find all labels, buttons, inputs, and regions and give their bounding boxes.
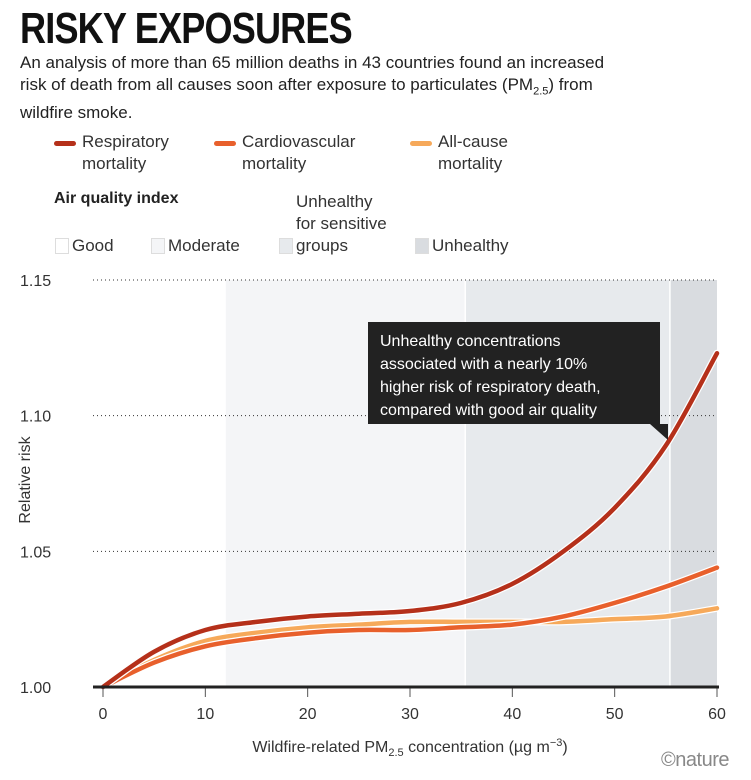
x-tick-label: 40 <box>503 706 521 723</box>
subtitle-text: An analysis of more than 65 million deat… <box>20 53 605 94</box>
x-tick-label: 20 <box>299 706 317 723</box>
series-line-respiratory-mortality <box>100 351 720 690</box>
subtitle-text-end: ) from wildfire smoke. <box>20 75 593 123</box>
annotation-line: higher risk of respiratory death, <box>380 379 601 396</box>
legend-cardiovascular: Cardiovascular mortality <box>214 131 356 175</box>
legend-swatch <box>410 141 432 146</box>
aqi-label: Unhealthy <box>432 236 509 255</box>
aqi-label: groups <box>296 236 348 255</box>
subtitle-subscript: 2.5 <box>533 85 549 98</box>
legend-label: Cardiovascular <box>242 132 356 151</box>
aqi-swatch <box>151 238 165 254</box>
annotation-line: associated with a nearly 10% <box>380 356 587 373</box>
aqi-label: Good <box>72 236 114 255</box>
y-tick-label: 1.00 <box>20 680 51 697</box>
y-tick-label: 1.10 <box>20 409 51 426</box>
legend-respiratory: Respiratory mortality <box>54 131 169 175</box>
aqi-heading: Air quality index <box>54 190 179 207</box>
aqi-usg: Unhealthy for sensitive groups <box>279 191 387 257</box>
aqi-moderate: Moderate <box>151 235 240 257</box>
x-axis-label: Wildfire-related PM2.5 concentration (µg… <box>252 737 567 759</box>
aqi-good: Good <box>55 235 114 257</box>
aqi-label: for sensitive <box>296 214 387 233</box>
aqi-label: Moderate <box>168 236 240 255</box>
annotation-pointer <box>650 424 668 440</box>
aqi-swatch <box>415 238 429 254</box>
chart-subtitle: An analysis of more than 65 million deat… <box>20 52 620 124</box>
x-tick-label: 30 <box>401 706 419 723</box>
band-unhealthy <box>669 280 717 687</box>
annotation: Unhealthy concentrations associated with… <box>368 322 668 440</box>
legend-label: Respiratory <box>82 132 169 151</box>
nature-credit: ©nature <box>661 749 729 771</box>
x-tick-label: 50 <box>606 706 624 723</box>
legend-swatch <box>54 141 76 146</box>
legend-label: mortality <box>438 154 503 173</box>
annotation-line: Unhealthy concentrations <box>380 333 561 350</box>
y-tick-label: 1.15 <box>20 273 51 290</box>
x-tick-label: 0 <box>99 706 108 723</box>
series-line-cardiovascular-mortality <box>100 565 720 690</box>
aqi-swatch <box>55 238 69 254</box>
annotation-line: compared with good air quality <box>380 402 597 419</box>
legend-label: mortality <box>82 154 147 173</box>
y-axis-label: Relative risk <box>17 435 34 523</box>
aqi-swatch <box>279 238 293 254</box>
x-tick-label: 60 <box>708 706 726 723</box>
legend-label: mortality <box>242 154 307 173</box>
aqi-label: Unhealthy <box>296 192 373 211</box>
legend-all-cause: All-cause mortality <box>410 131 508 175</box>
legend-swatch <box>214 141 236 146</box>
y-tick-label: 1.05 <box>20 544 51 561</box>
band-good <box>103 280 226 687</box>
legend-label: All-cause <box>438 132 508 151</box>
annotation-box <box>368 322 660 424</box>
series-line-all-cause-mortality <box>100 606 720 690</box>
x-tick-label: 10 <box>196 706 214 723</box>
chart-title: RISKY EXPOSURES <box>20 4 353 53</box>
aqi-unhealthy: Unhealthy <box>415 235 509 257</box>
